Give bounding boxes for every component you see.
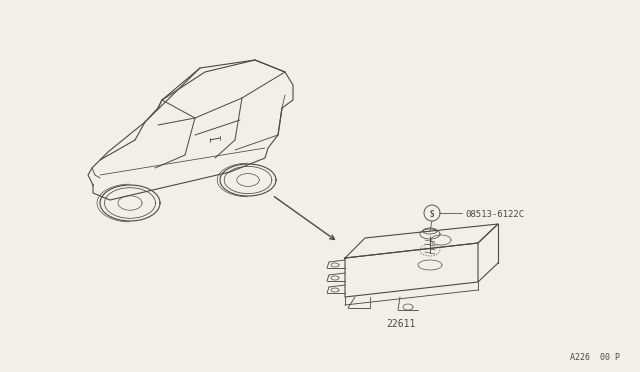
Text: A226  00 P: A226 00 P bbox=[570, 353, 620, 362]
Text: 22611: 22611 bbox=[387, 319, 416, 329]
Text: 08513-6122C: 08513-6122C bbox=[465, 209, 524, 218]
Text: S: S bbox=[429, 209, 435, 218]
